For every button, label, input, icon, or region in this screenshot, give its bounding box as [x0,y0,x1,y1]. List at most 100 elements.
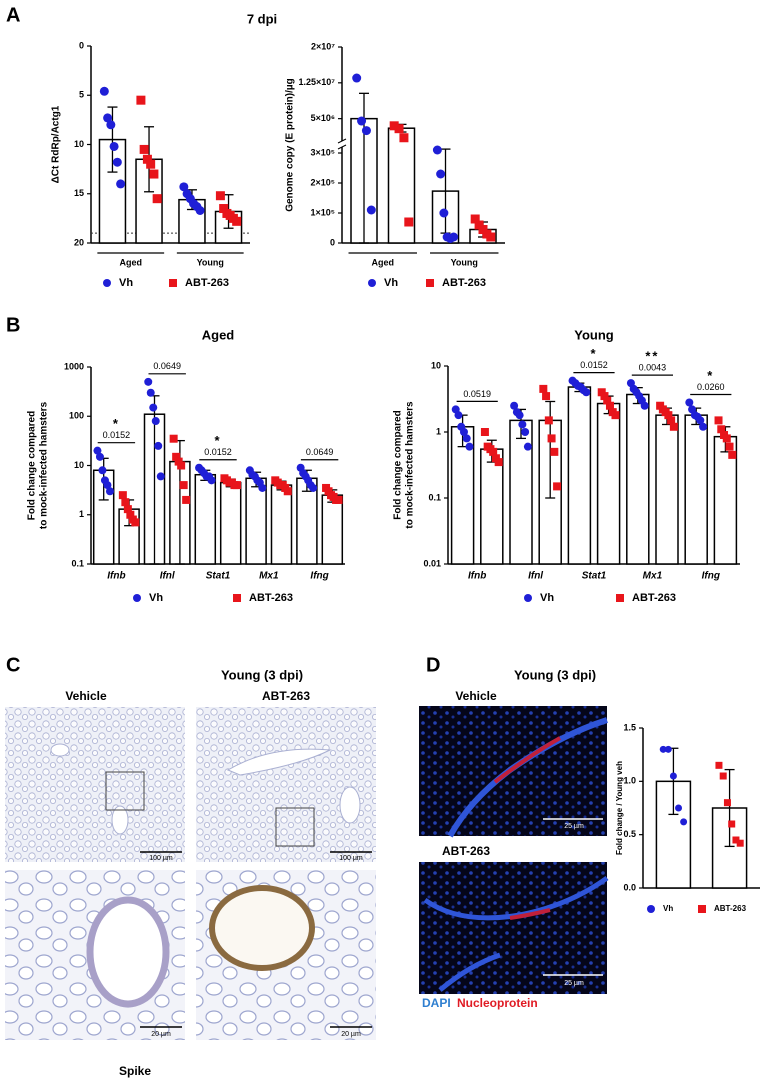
x-tick-label: Mx1 [259,571,279,582]
y-tick-label: 15 [74,188,84,198]
point [146,159,156,169]
y-tick-label: 1×10⁵ [311,207,336,217]
bar [567,386,592,565]
legend-label: ABT-263 [632,592,676,604]
y-tick-label: 0 [330,237,335,247]
vessel [339,786,361,824]
legend-label: ABT-263 [185,277,229,289]
point [669,772,677,780]
bar [684,414,708,565]
point [182,495,191,504]
point [394,124,404,134]
nucleoprotein-signal [493,736,561,784]
epithelium [438,952,501,992]
zoom-box [105,771,145,811]
legend-marker [524,594,532,602]
legend-label: Vh [119,277,133,289]
micrograph [5,707,185,862]
point [582,388,591,397]
y-tick-label: 10 [74,139,84,149]
point [664,745,672,753]
legend-label: ABT-263 [714,904,747,913]
point [106,120,116,130]
point [118,491,127,500]
y-axis-label: Genome copy (E protein)/µg [285,78,296,212]
stain-label: Nucleoprotein [457,996,538,1010]
point [93,446,102,455]
y-tick-label: 1.0 [623,776,636,786]
point [728,820,736,828]
y-tick-label: 0.5 [623,829,636,839]
y-tick-label: 0.1 [71,558,84,568]
point [195,205,205,215]
legend-label: Vh [540,592,554,604]
panel-label: C [6,654,20,676]
point [736,839,744,847]
point [714,416,723,425]
p-value: 0.0519 [463,389,491,399]
micrograph [196,707,376,862]
point [732,836,740,844]
point [547,434,556,443]
legend-label: ABT-263 [442,277,486,289]
point [146,388,155,397]
bar [655,414,679,565]
point [462,434,471,443]
legend-label: Vh [149,592,163,604]
point [439,208,449,218]
airway [209,885,315,971]
point [389,121,399,131]
p-value: 0.0043 [639,363,667,373]
point [151,417,160,426]
point [494,458,503,467]
x-tick-label: Stat1 [582,571,607,582]
point [640,401,649,410]
legend-marker [233,594,241,602]
y-tick-label: 5×10⁶ [311,113,335,123]
point [680,818,688,826]
y-tick-label: 2×10⁵ [311,177,336,187]
column-label: ABT-263 [262,689,310,703]
point [717,425,726,434]
point [722,434,731,443]
point [177,461,186,470]
y-tick-label: 100 [69,411,84,421]
point [126,510,135,519]
point [486,232,496,242]
stain-label: DAPI [422,996,451,1010]
legend-marker [368,279,376,287]
scale-bar-label: 20 µm [341,1031,361,1038]
point [172,452,181,461]
point [179,182,189,192]
legend-marker [426,279,434,287]
point [169,434,178,443]
x-tick-label: Mx1 [643,571,663,582]
y-tick-label: 0.01 [423,558,441,568]
y-tick-label: 1.25×10⁷ [299,77,336,87]
point [144,377,153,386]
significance: ** [645,349,659,364]
point [95,452,104,461]
y-axis-label: Fold change / Young veh [615,761,624,855]
point [103,113,113,123]
legend-label: Vh [663,904,673,913]
point [699,422,708,431]
legend-marker [616,594,624,602]
legend-marker [647,905,655,913]
point [510,401,519,410]
y-axis-label: Fold change compared [393,410,404,519]
legend-marker [169,279,177,287]
p-value: 0.0152 [103,430,131,440]
nucleoprotein-signal [509,908,551,920]
legend-marker [698,905,706,913]
significance: * [590,346,597,361]
y-axis-label: to mock-infected hamsters [405,401,416,529]
p-value: 0.0649 [306,447,334,457]
caption: Spike [119,1064,151,1078]
point [334,495,343,504]
scale-bar-label: 25 µm [564,823,584,830]
point [232,481,241,490]
point [404,217,414,227]
zoom-box [275,807,315,847]
point [523,442,532,451]
